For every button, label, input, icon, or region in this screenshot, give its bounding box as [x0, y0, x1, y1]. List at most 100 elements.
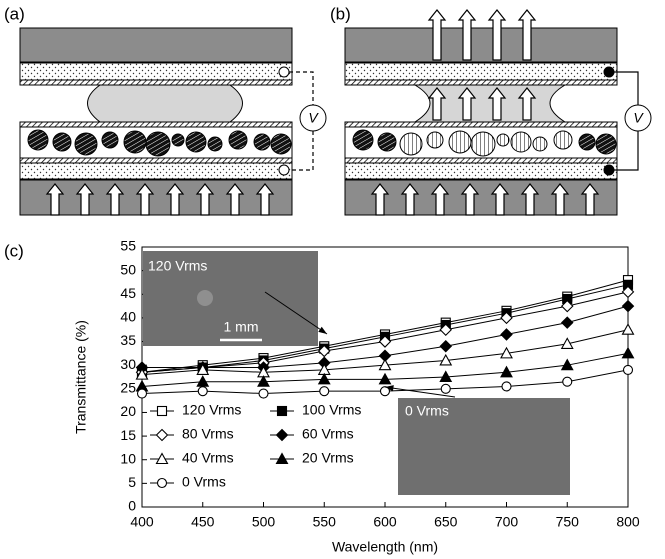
marker: [378, 372, 392, 385]
legend-label: 100 Vrms: [302, 402, 361, 418]
x-tick-label: 550: [313, 514, 337, 530]
legend-label: 60 Vrms: [302, 426, 354, 442]
lc-droplet: [27, 129, 49, 151]
lc-droplet: [595, 133, 617, 155]
arrow: [517, 87, 537, 121]
marker: [500, 365, 513, 378]
y-axis-label: Transmittance (%): [73, 320, 89, 434]
marker: [439, 323, 453, 337]
marker: [560, 337, 574, 349]
marker: [135, 367, 149, 380]
lc-droplet: [352, 129, 374, 151]
y-tick-label: 15: [120, 427, 136, 443]
scale-label: 1 mm: [224, 319, 259, 335]
plate: [344, 179, 618, 216]
contact: [603, 164, 615, 176]
marker: [500, 328, 513, 341]
marker: [622, 364, 634, 375]
legend-marker: [275, 452, 289, 465]
marker: [621, 299, 635, 313]
x-tick-label: 500: [252, 514, 276, 530]
marker: [379, 386, 391, 397]
y-tick-label: 25: [120, 380, 136, 396]
legend-marker: [275, 428, 289, 442]
annotation-arrow: [264, 291, 328, 335]
legend-marker: [155, 428, 169, 442]
y-tick-label: 0: [128, 498, 136, 514]
panel-label: (a): [4, 4, 25, 23]
contact: [603, 66, 615, 78]
y-tick-label: 30: [120, 356, 136, 372]
y-tick-label: 10: [120, 450, 136, 466]
chart: 0 5 10 15 20 25 30 35 40 45 50 55 400 450 500 550 600 650…: [73, 238, 640, 555]
marker: [500, 346, 513, 359]
marker: [560, 358, 574, 371]
alignment-layer: [19, 79, 293, 86]
y-tick-label: 55: [120, 238, 136, 254]
y-tick-label: 40: [120, 309, 136, 325]
marker: [378, 335, 392, 348]
alignment-layer: [344, 121, 618, 128]
marker: [560, 299, 574, 313]
y-tick-label: 5: [128, 474, 136, 490]
lc-droplet: [496, 133, 510, 147]
marker: [317, 372, 331, 385]
y-tick-label: 50: [120, 261, 136, 277]
voltmeter: [299, 104, 327, 132]
legend-label: 120 Vrms: [182, 402, 241, 418]
droplet: [87, 84, 243, 123]
lc-droplet: [74, 132, 98, 156]
voltmeter: [624, 104, 652, 132]
plate: [344, 27, 618, 63]
marker: [439, 353, 453, 366]
plate: [19, 179, 293, 216]
marker: [621, 285, 635, 299]
voltage-symbol: V: [308, 110, 319, 126]
marker: [621, 346, 635, 359]
wire: [289, 71, 314, 171]
arrow-head: [385, 385, 394, 392]
marker: [136, 388, 148, 399]
lc-droplet: [145, 131, 171, 157]
lc-droplet: [228, 130, 248, 150]
inset-image: [398, 398, 570, 495]
lc-droplet: [171, 133, 185, 147]
legend-marker: [155, 452, 169, 465]
lc-droplet: [448, 130, 472, 154]
marker: [197, 386, 208, 397]
wire: [614, 71, 639, 171]
x-tick-label: 750: [556, 514, 580, 530]
voltage-symbol: V: [633, 110, 644, 126]
arrow: [520, 183, 540, 216]
marker: [258, 388, 269, 399]
y-tick-label: 35: [120, 332, 136, 348]
alignment-layer: [344, 157, 618, 164]
arrow: [487, 9, 507, 61]
lc-droplet: [185, 131, 207, 153]
legend-label: 80 Vrms: [182, 426, 234, 442]
arrow: [75, 183, 95, 216]
lc-droplet: [510, 131, 532, 153]
plate: [19, 27, 293, 63]
marker: [621, 323, 635, 335]
arrow: [550, 183, 570, 216]
arrow: [135, 183, 155, 216]
lc-droplet: [101, 131, 119, 149]
legend-label: 20 Vrms: [302, 450, 354, 466]
lc-droplet: [207, 136, 223, 152]
x-tick-label: 650: [434, 514, 458, 530]
arrow: [225, 183, 245, 216]
electrode: [344, 62, 618, 81]
marker: [439, 339, 453, 353]
inset-label: 120 Vrms: [148, 258, 207, 274]
marker: [439, 370, 453, 383]
arrow: [105, 183, 125, 216]
marker: [257, 375, 270, 387]
lc-droplet: [270, 133, 292, 155]
contact: [278, 66, 290, 78]
marker: [319, 386, 330, 397]
contact: [278, 164, 290, 176]
arrow: [457, 9, 477, 61]
